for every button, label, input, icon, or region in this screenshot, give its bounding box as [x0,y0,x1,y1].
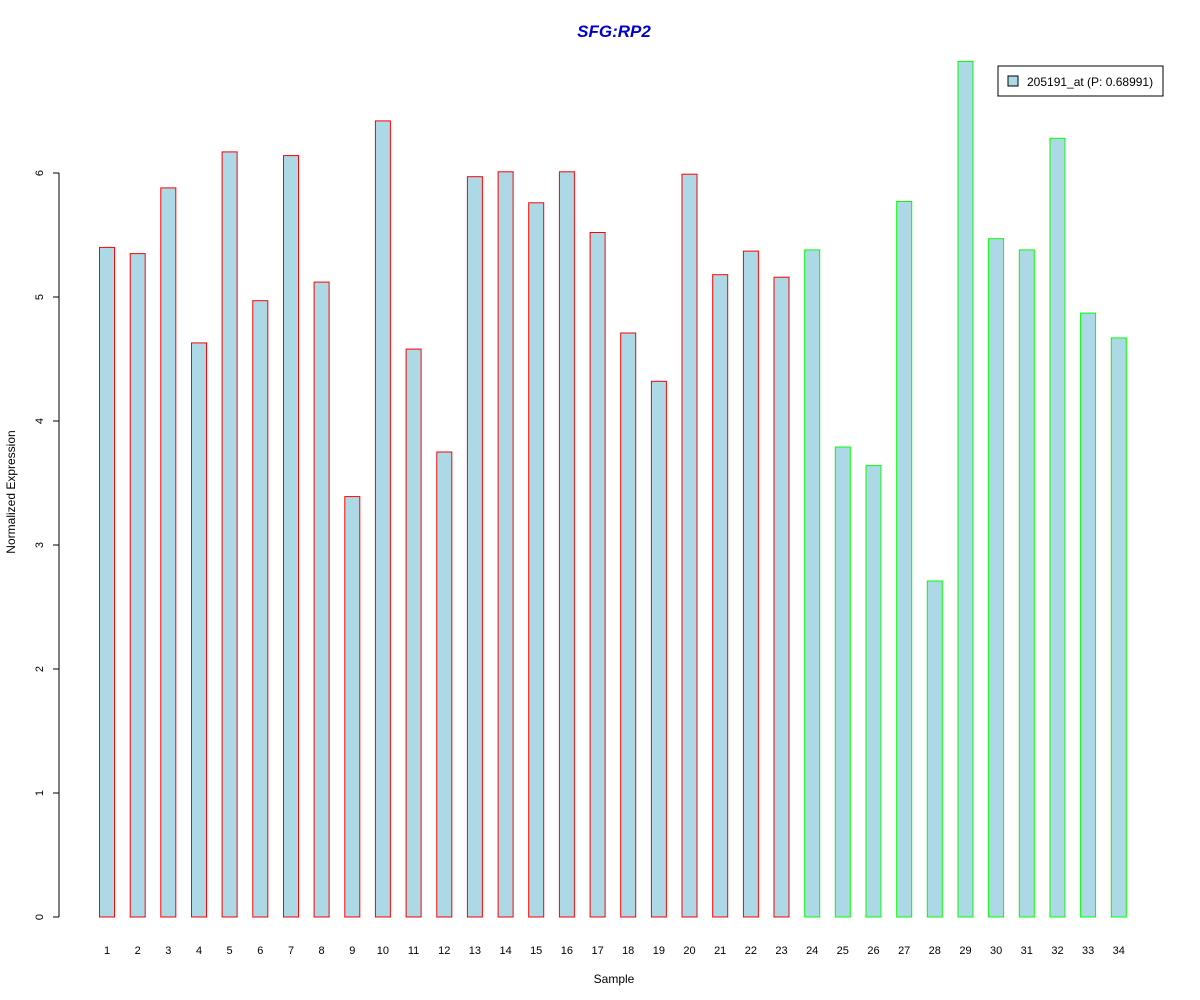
bar-sample-12 [436,451,453,918]
x-tick-label: 33 [1082,945,1094,957]
x-tick-label: 18 [622,945,634,957]
x-tick-label: 15 [530,945,542,957]
bar-sample-7 [283,155,299,918]
bar-sample-1 [99,246,115,918]
x-tick-label: 27 [898,945,910,957]
x-tick-label: 11 [408,945,419,957]
x-tick-label: 16 [561,945,573,957]
x-tick-label: 10 [377,945,389,957]
x-tick-label: 3 [165,945,171,957]
x-axis-label: Sample [594,972,635,986]
x-tick-label: 9 [349,945,355,957]
bar-sample-26 [865,465,882,918]
x-tick-label: 24 [806,945,818,957]
x-tick-label: 12 [438,945,450,957]
bar-sample-23 [773,276,790,918]
bar-sample-17 [589,232,606,918]
y-tick-label: 5 [34,294,46,300]
legend-label: 205191_at (P: 0.68991) [1027,75,1153,89]
x-tick-label: 19 [653,945,665,957]
bar-sample-19 [650,380,667,918]
y-tick-label: 4 [34,418,46,424]
bar-sample-6 [252,300,269,918]
legend-box [997,65,1164,97]
y-tick-label: 3 [34,542,46,548]
bar-sample-29 [957,60,974,918]
x-tick-label: 23 [775,945,787,957]
bar-sample-28 [926,580,943,918]
bar-sample-25 [834,446,851,918]
x-tick-label: 14 [499,945,511,957]
y-axis: 0 1 2 3 4 5 6 [34,170,60,920]
bar-sample-2 [129,253,146,918]
x-tick-label: 7 [288,945,294,957]
x-tick-label: 30 [990,945,1002,957]
y-tick-label: 2 [34,666,46,672]
x-tick-label: 6 [257,945,263,957]
bar-sample-5 [221,151,238,918]
x-tick-label: 2 [135,945,141,957]
x-tick-labels: 1 2 3 4 5 6 7 8 9 10 11 12 13 14 15 16 17 18 19 20 21 22 23 24 2… [104,945,1125,957]
bar-sample-34 [1110,337,1127,918]
y-tick-label: 0 [34,914,46,920]
bar-sample-18 [620,332,637,918]
x-tick-label: 29 [959,945,971,957]
legend-swatch [1007,75,1019,87]
bar-sample-11 [405,348,422,918]
bars-group [99,60,1127,918]
x-tick-label: 22 [745,945,757,957]
bar-sample-9 [344,496,361,918]
bar-sample-21 [712,274,729,918]
bar-sample-20 [681,173,698,918]
bar-sample-4 [191,342,207,918]
x-tick-label: 21 [714,945,726,957]
bar-sample-30 [988,238,1005,918]
x-tick-label: 34 [1113,945,1125,957]
x-tick-label: 17 [591,945,603,957]
x-tick-label: 32 [1051,945,1063,957]
y-tick-label: 1 [34,790,46,796]
bar-sample-16 [558,171,575,918]
x-tick-label: 20 [683,945,695,957]
bar-sample-10 [374,120,391,918]
bar-sample-13 [466,176,483,918]
y-axis-label: Normalized Expression [4,430,18,553]
x-tick-label: 25 [837,945,849,957]
bar-sample-3 [160,187,177,918]
x-tick-label: 5 [227,945,233,957]
x-tick-label: 8 [319,945,325,957]
chart-title: SFG:RP2 [577,22,651,41]
bar-sample-27 [896,201,913,918]
x-tick-label: 31 [1021,945,1033,957]
legend: 205191_at (P: 0.68991) [997,65,1164,97]
x-tick-label: 26 [867,945,879,957]
bar-sample-22 [742,250,759,918]
bar-sample-32 [1049,137,1066,918]
x-tick-label: 4 [196,945,202,957]
bar-sample-33 [1080,312,1097,918]
bar-sample-8 [313,281,330,918]
y-tick-label: 6 [34,170,46,176]
x-tick-label: 1 [104,945,110,957]
x-tick-label: 13 [469,945,481,957]
bar-sample-24 [804,249,821,918]
bar-sample-31 [1018,249,1035,918]
bar-sample-15 [528,202,545,918]
bar-sample-14 [497,171,514,918]
x-tick-label: 28 [929,945,941,957]
